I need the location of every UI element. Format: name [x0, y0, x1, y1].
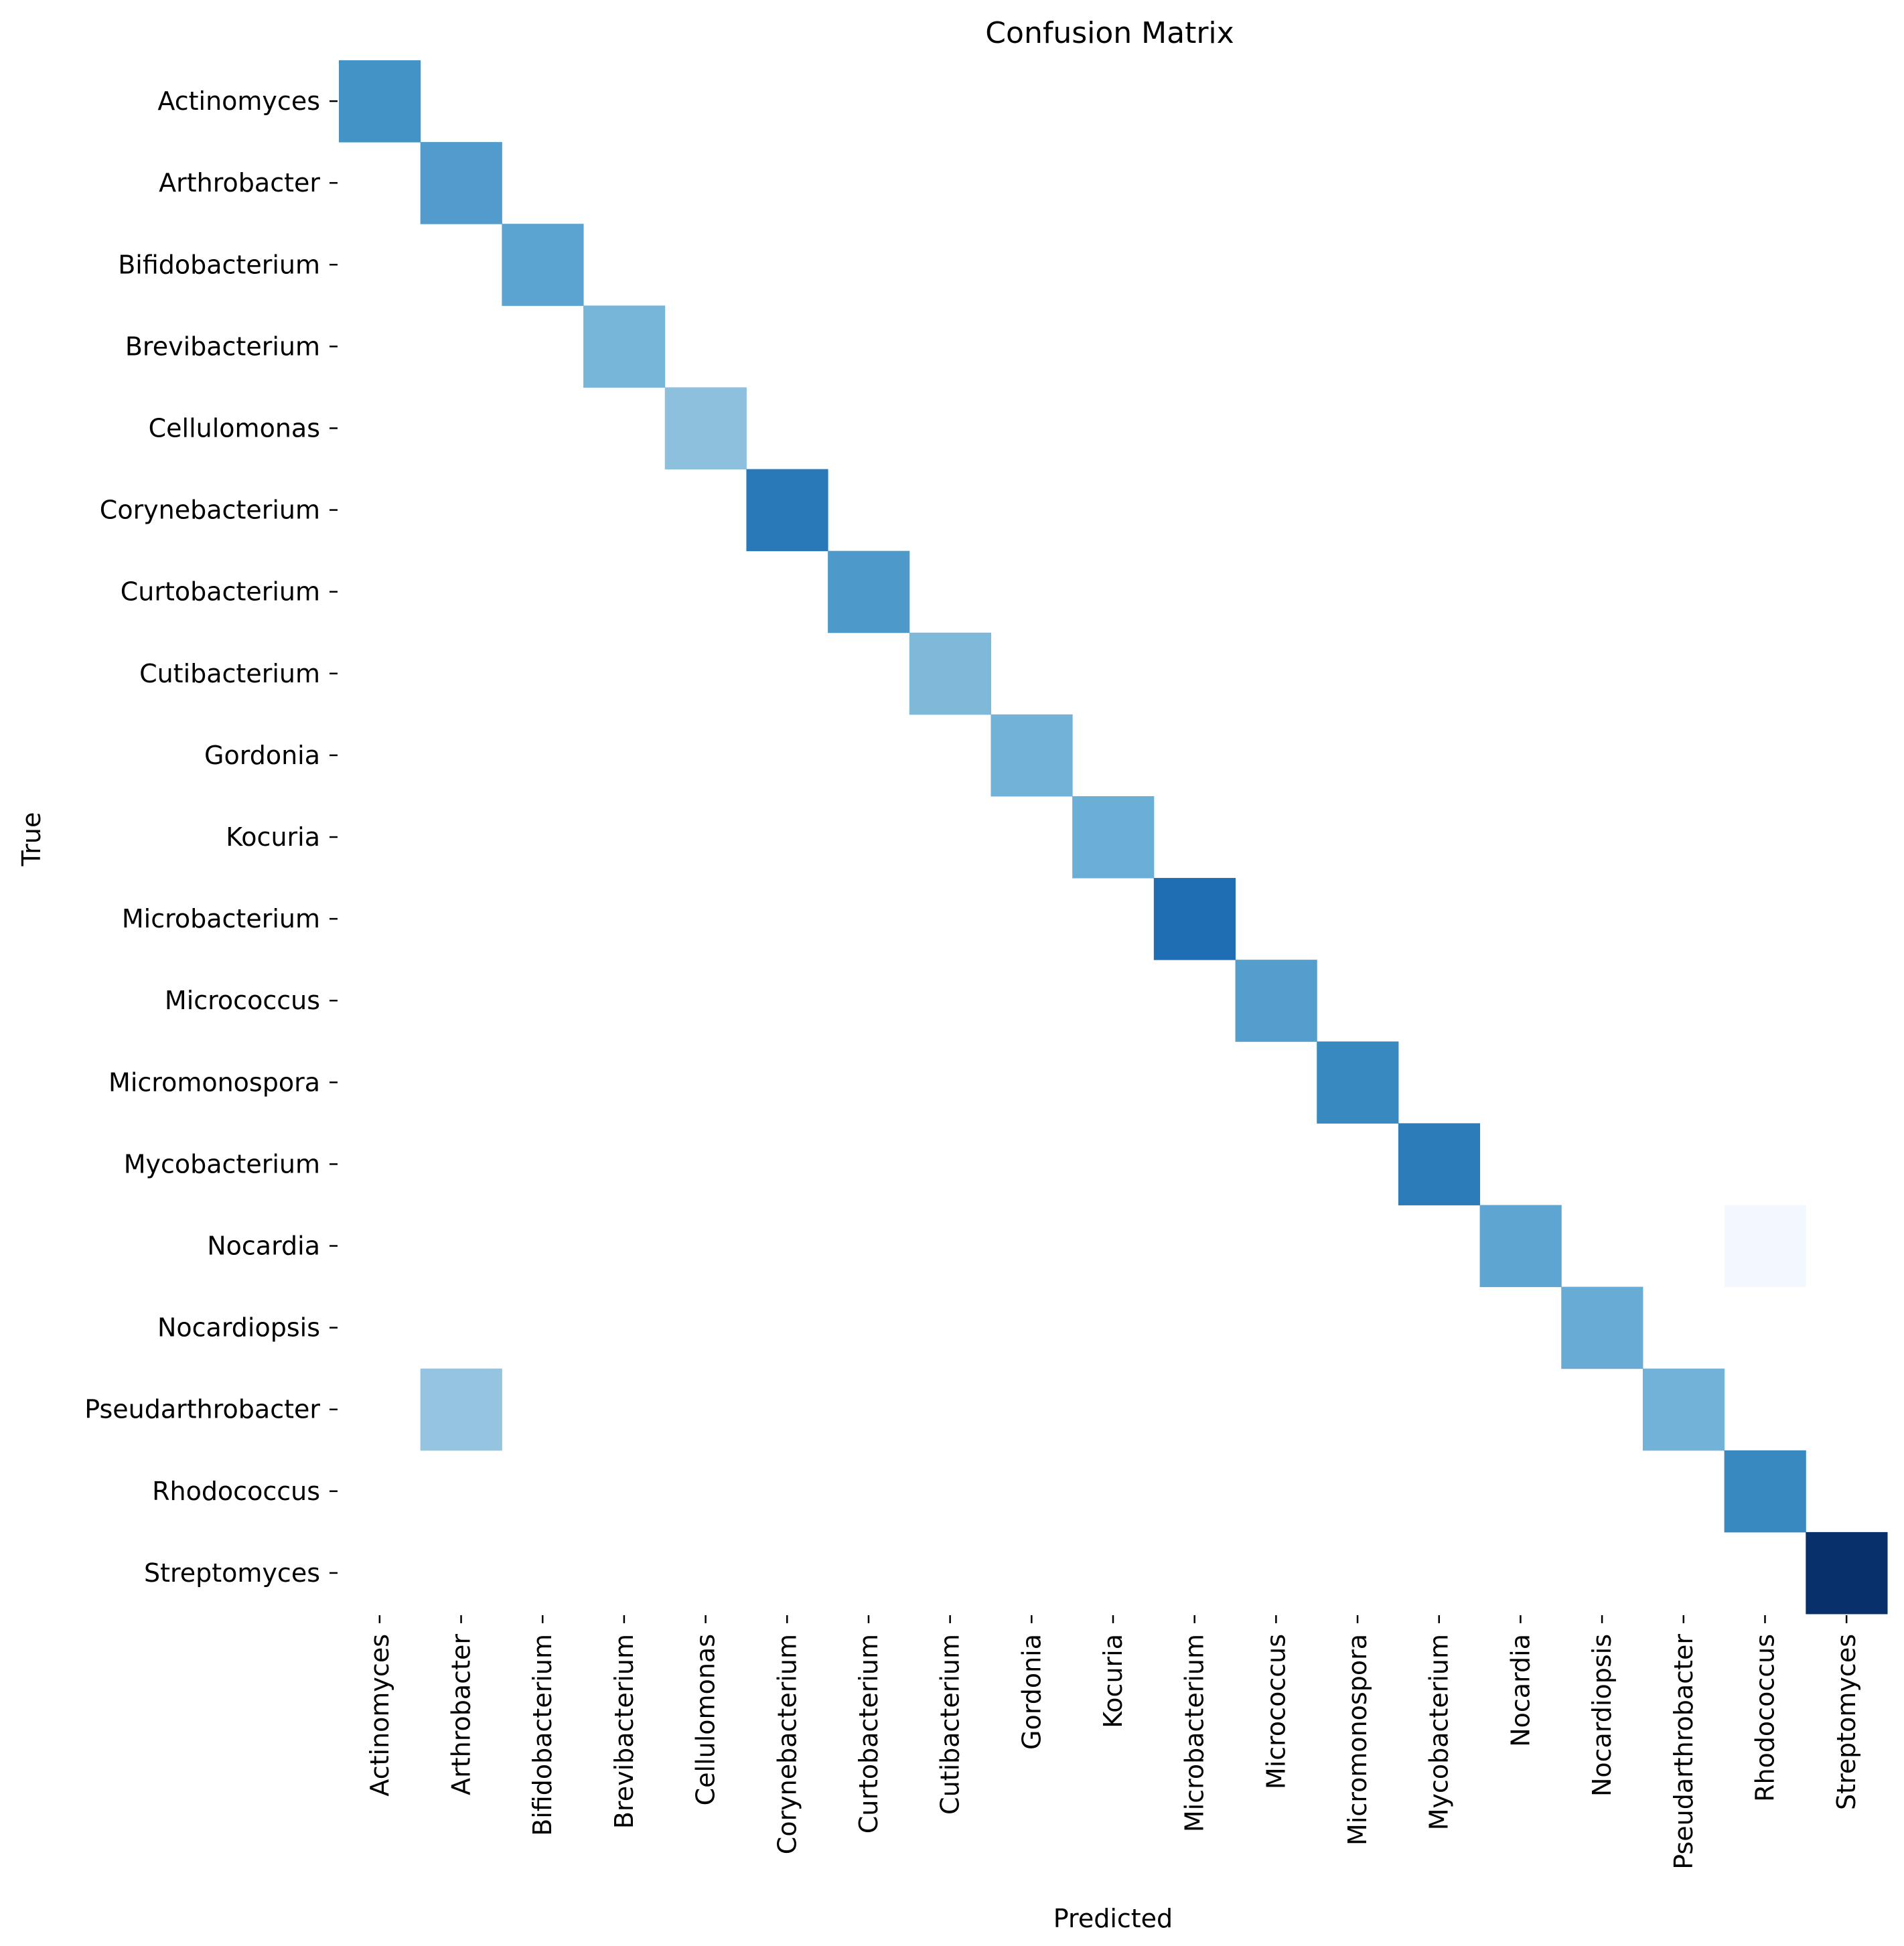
x-tick-label: Nocardiopsis	[1587, 1634, 1617, 1797]
y-axis-label: True	[17, 812, 46, 867]
y-tick-label: Nocardiopsis	[157, 1313, 320, 1343]
heatmap-cell-nocardia-rhodococcus	[1724, 1205, 1806, 1288]
heatmap-cell-micrococcus-micrococcus	[1235, 960, 1317, 1042]
y-tick-label: Streptomyces	[144, 1558, 320, 1588]
heatmap-cell-streptomyces-streptomyces	[1806, 1531, 1888, 1615]
x-tick-label: Cellulomonas	[691, 1634, 721, 1805]
x-tick-label: Nocardia	[1506, 1634, 1535, 1747]
y-tick-label: Micromonospora	[108, 1067, 320, 1097]
x-tick-label: Micromonospora	[1343, 1634, 1372, 1846]
heatmap-cell-microbacterium-microbacterium	[1153, 878, 1236, 960]
y-tick-label: Actinomyces	[157, 86, 320, 116]
y-tick-label: Brevibacterium	[125, 331, 320, 361]
heatmap-cell-arthrobacter-arthrobacter	[420, 142, 502, 224]
x-tick-label: Curtobacterium	[854, 1634, 883, 1833]
y-tick-label: Kocuria	[226, 822, 320, 852]
x-tick-label: Brevibacterium	[609, 1634, 639, 1829]
y-tick-label: Micrococcus	[165, 986, 320, 1015]
y-tick-label: Gordonia	[204, 741, 320, 770]
x-tick-label: Cutibacterium	[936, 1634, 965, 1815]
y-tick-label: Cellulomonas	[149, 413, 320, 443]
heatmap-cell-brevibacterium-brevibacterium	[583, 305, 666, 388]
x-tick-label: Actinomyces	[365, 1634, 394, 1797]
heatmap-cell-mycobacterium-mycobacterium	[1398, 1123, 1481, 1205]
x-tick-label: Gordonia	[1017, 1634, 1046, 1750]
x-tick-label: Pseudarthrobacter	[1669, 1634, 1698, 1870]
heatmap-cell-pseudarthrobacter-pseudarthrobacter	[1642, 1368, 1725, 1451]
x-tick-label: Rhodococcus	[1750, 1634, 1779, 1802]
y-tick-label: Mycobacterium	[124, 1149, 320, 1179]
heatmap-cell-corynebacterium-corynebacterium	[746, 469, 828, 552]
heatmap-cell-cellulomonas-cellulomonas	[664, 387, 747, 470]
y-tick-label: Pseudarthrobacter	[84, 1395, 320, 1424]
heatmap-cells	[339, 60, 1888, 1615]
y-tick-label: Rhodococcus	[152, 1477, 320, 1506]
y-tick-label: Curtobacterium	[121, 577, 320, 607]
heatmap-cell-rhodococcus-rhodococcus	[1724, 1450, 1806, 1533]
x-tick-label: Streptomyces	[1832, 1634, 1861, 1810]
x-tick-label: Corynebacterium	[772, 1634, 802, 1854]
heatmap-cell-nocardiopsis-nocardiopsis	[1561, 1286, 1643, 1369]
x-axis-label: Predicted	[1053, 1904, 1173, 1933]
y-tick-label: Microbacterium	[122, 904, 320, 933]
x-tick-label: Micrococcus	[1261, 1634, 1291, 1789]
heatmap-cell-nocardia-nocardia	[1479, 1205, 1562, 1288]
y-tick-label: Bifidobacterium	[118, 250, 320, 279]
x-axis-ticks: Actinomyces Arthrobacter Bifidobacterium Br…	[365, 1615, 1861, 1870]
chart-title: Confusion Matrix	[985, 16, 1234, 50]
y-tick-label: Nocardia	[207, 1231, 320, 1261]
heatmap-cell-curtobacterium-curtobacterium	[828, 550, 910, 633]
heatmap-cell-bifidobacterium-bifidobacterium	[502, 224, 584, 306]
heatmap-cell-cutibacterium-cutibacterium	[909, 632, 991, 715]
x-tick-label: Bifidobacterium	[528, 1634, 557, 1836]
y-tick-label: Corynebacterium	[100, 496, 320, 525]
x-tick-label: Arthrobacter	[447, 1634, 476, 1795]
x-tick-label: Mycobacterium	[1424, 1634, 1454, 1830]
heatmap-cell-pseudarthrobacter-arthrobacter	[420, 1368, 502, 1451]
x-tick-label: Microbacterium	[1180, 1634, 1210, 1832]
y-tick-label: Cutibacterium	[139, 659, 320, 688]
heatmap-cell-actinomyces-actinomyces	[339, 60, 421, 143]
y-tick-label: Arthrobacter	[159, 168, 320, 198]
y-axis-ticks: Actinomyces Arthrobacter Bifidobacterium Br…	[84, 86, 338, 1588]
heatmap-cell-kocuria-kocuria	[1072, 796, 1155, 879]
heatmap-cell-gordonia-gordonia	[991, 714, 1073, 797]
heatmap-cell-micromonospora-micromonospora	[1317, 1041, 1399, 1124]
x-tick-label: Kocuria	[1098, 1634, 1128, 1728]
